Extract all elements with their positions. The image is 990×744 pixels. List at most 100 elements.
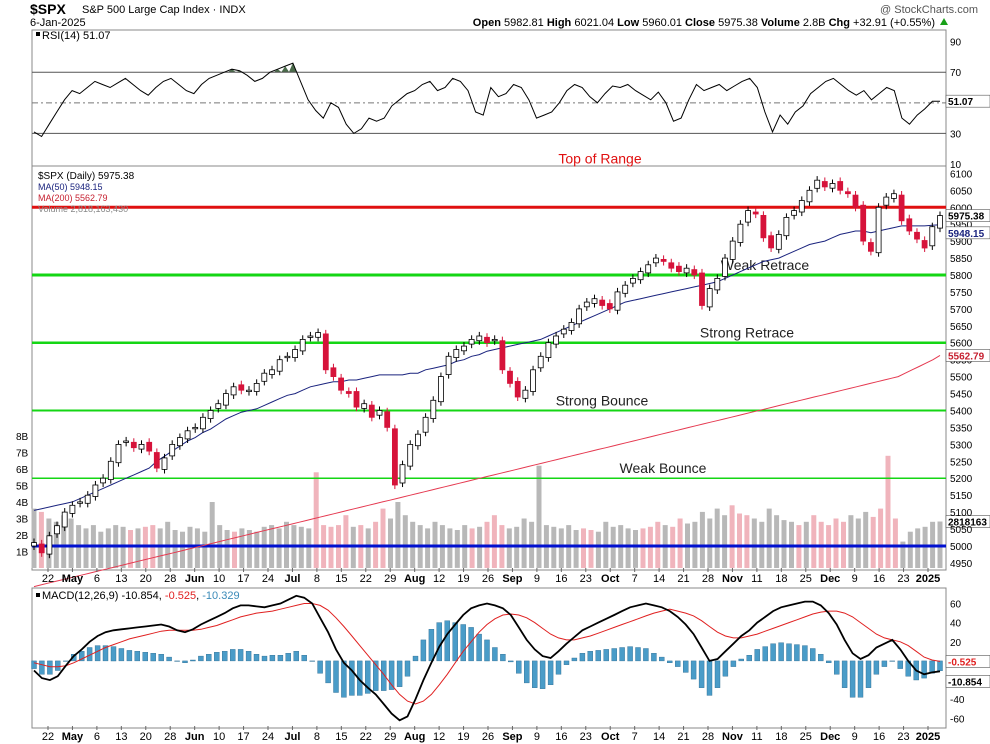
volume-bar — [61, 515, 67, 568]
macd-histogram-bar — [110, 646, 117, 662]
macd-signal-last-value: -0.525 — [945, 655, 990, 668]
candle-body — [860, 204, 867, 242]
candle-body — [729, 240, 736, 260]
macd-histogram-bar — [63, 660, 69, 662]
x-tick-label: 6 — [94, 573, 100, 585]
volume-bar — [380, 508, 386, 568]
rsi-last-value: 51.07 — [945, 94, 990, 108]
x-tick-label: 17 — [237, 573, 249, 585]
candle-body — [898, 194, 905, 222]
chart-date: 6-Jan-2025 — [30, 17, 86, 29]
macd-histogram-bar — [285, 653, 291, 662]
candle-body — [261, 372, 268, 382]
x-tick-label: 21 — [677, 731, 689, 743]
x-tick-label: 23 — [897, 731, 909, 743]
candle-body — [507, 370, 513, 384]
x-tick-label: 2025 — [916, 731, 940, 743]
x-tick-label: 28 — [702, 573, 714, 585]
volume-bar — [521, 518, 527, 568]
macd-histogram-bar — [643, 648, 649, 662]
volume-bar — [83, 528, 89, 568]
macd-histogram-bar — [317, 660, 323, 674]
macd-panel: 6040200-20-40-60-0.525-10.854 — [31, 594, 990, 725]
price-tick-label: 5750 — [950, 288, 973, 299]
macd-histogram-bar — [277, 655, 284, 662]
volume-bar — [425, 528, 431, 568]
candle-body — [560, 328, 567, 335]
volume-bar — [907, 531, 913, 568]
macd-histogram-bar — [849, 660, 856, 698]
candle-body — [238, 384, 245, 391]
price-legend-series: $SPX (Daily) 5975.38 — [38, 171, 135, 182]
candle-body — [54, 525, 60, 535]
candle-body — [906, 218, 913, 232]
x-tick-label: 9 — [852, 731, 858, 743]
macd-histogram-bar — [873, 660, 880, 675]
candle-body — [653, 257, 659, 264]
candle-body — [391, 428, 398, 486]
macd-histogram-bar — [206, 654, 212, 662]
macd-histogram-bar — [134, 651, 141, 662]
volume-bar — [833, 518, 839, 568]
macd-histogram-bar — [754, 649, 760, 662]
volume-bar — [677, 518, 683, 568]
volume-bar — [633, 530, 638, 568]
candle-body — [722, 257, 728, 277]
candle-body — [345, 391, 352, 394]
macd-histogram-bar — [547, 660, 554, 686]
volume-bar — [915, 528, 921, 568]
price-tick-label: 5900 — [950, 237, 973, 248]
macd-histogram-bar — [476, 633, 482, 662]
volume-bar — [194, 528, 200, 568]
x-tick-label: 11 — [751, 573, 762, 585]
ma200-line — [33, 354, 941, 588]
volume-bar — [774, 515, 780, 568]
macd-signal-line — [33, 603, 941, 705]
ma200-last-value-box — [945, 349, 990, 362]
price-tick-label: 6050 — [950, 186, 973, 197]
macd-signal-last-value-box — [945, 655, 990, 668]
candle-body — [430, 399, 437, 419]
candle-body — [46, 535, 53, 555]
macd-histogram-bar — [349, 660, 355, 696]
volume-tick-label: 7B — [16, 449, 29, 460]
volume-bar — [625, 528, 631, 568]
macd-histogram-bar — [690, 660, 697, 680]
macd-tick-label: 20 — [950, 638, 962, 649]
macd-histogram-bar — [683, 660, 689, 673]
volume-tick-label: 5B — [16, 482, 29, 493]
candle-body — [845, 191, 851, 195]
candle-body — [437, 376, 444, 403]
macd-histogram-bar — [253, 654, 260, 662]
rsi-legend-swatch — [36, 32, 40, 36]
x-tick-label: 16 — [873, 573, 885, 585]
macd-histogram-bar — [603, 649, 609, 662]
volume-bar — [640, 528, 646, 568]
x-tick-label: 15 — [335, 731, 347, 743]
volume-bar — [246, 530, 252, 568]
macd-histogram-bar — [365, 660, 371, 694]
x-tick-label: 19 — [457, 731, 469, 743]
macd-histogram-bar — [714, 660, 721, 688]
price-tick-label: 4950 — [950, 559, 973, 570]
price-tick-label: 5400 — [950, 406, 973, 417]
candle-body — [299, 338, 306, 352]
candle-body — [222, 393, 229, 406]
candle-body — [276, 359, 283, 372]
volume-bar — [135, 528, 141, 568]
volume-bar — [863, 511, 869, 568]
rsi-line — [33, 62, 941, 138]
candle-body — [499, 340, 506, 371]
macd-histogram-bar — [78, 651, 85, 662]
candle-body — [553, 335, 559, 345]
macd-histogram-bar — [420, 639, 427, 662]
macd-legend-swatch — [36, 593, 40, 597]
volume-bar — [714, 508, 720, 568]
candle-body — [852, 194, 859, 208]
x-tick-label: 17 — [237, 731, 249, 743]
x-tick-label: 19 — [457, 573, 469, 585]
x-tick-label: 18 — [775, 573, 787, 585]
candle-body — [614, 291, 621, 311]
volume-legend: Volume 2,818,163,430 — [38, 204, 128, 214]
x-tick-label: 22 — [360, 731, 372, 743]
